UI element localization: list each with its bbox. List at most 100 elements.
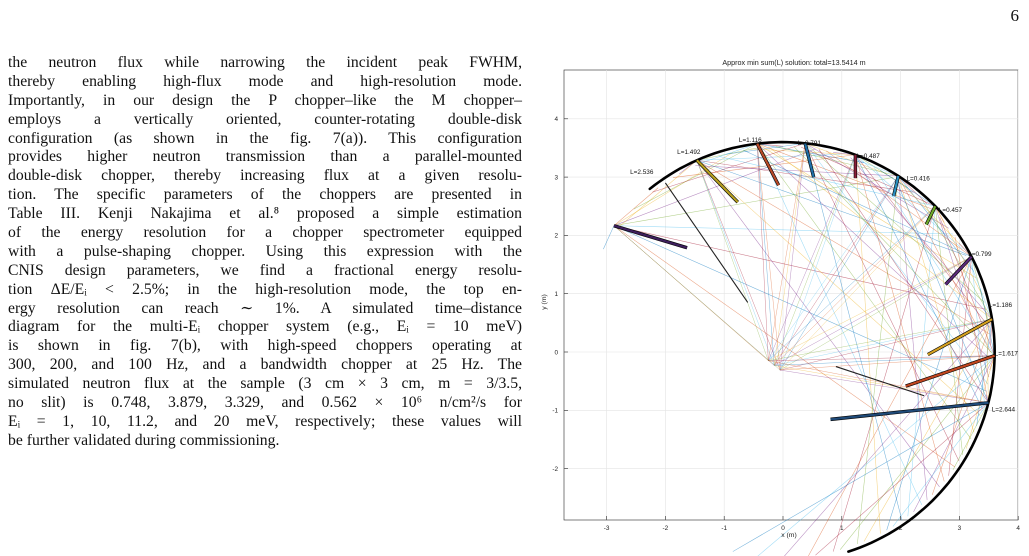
analyzer-label: L=0.799: [968, 251, 992, 258]
analyzer-bar: [756, 143, 780, 186]
text-line: the neutron flux while narrowing the inc…: [8, 54, 522, 71]
ray-line: [850, 157, 993, 320]
analyzer-bar: [892, 175, 900, 197]
ray-line: [804, 143, 949, 229]
x-tick-label: 2: [899, 525, 903, 532]
ray-line: [921, 199, 993, 320]
ray-line: [768, 175, 899, 361]
ray-line: [750, 148, 856, 156]
x-tick-label: 0: [781, 525, 785, 532]
ray-line: [784, 318, 993, 556]
ray-line: [768, 146, 993, 320]
text-line: Importantly, in our design the P chopper…: [8, 91, 522, 109]
text-line: provides higher neutron transmission tha…: [8, 148, 522, 166]
ray-line: [652, 143, 806, 193]
x-tick-label: -1: [721, 525, 727, 532]
ray-line: [839, 355, 995, 550]
x-tick-label: 3: [958, 525, 962, 532]
ray-line: [952, 402, 989, 471]
text-line: be further validated during commissionin…: [8, 431, 280, 449]
analyzer-label: L=2.536: [630, 169, 654, 176]
ray-line: [613, 225, 987, 392]
ray-line: [757, 143, 991, 360]
ray-line: [780, 318, 993, 371]
analyzer-bar: [804, 143, 815, 178]
x-axis-label: x (m): [781, 532, 796, 539]
ray-line: [696, 154, 841, 161]
text-line: with a pulse-shaping chopper. Using this…: [8, 242, 522, 260]
ray-line: [701, 143, 758, 163]
ray-line: [768, 256, 972, 361]
text-line: Eᵢ = 1, 10, 11.2, and 20 meV, respective…: [8, 412, 522, 430]
ray-line: [696, 160, 781, 371]
ray-line: [774, 365, 989, 404]
ray-line: [939, 216, 995, 356]
analyzer-label: L=2.644: [992, 406, 1016, 413]
ray-line: [779, 206, 936, 371]
y-tick-label: 3: [554, 174, 558, 181]
ray-line: [970, 264, 993, 320]
x-tick-label: -2: [663, 525, 669, 532]
ray-line: [757, 143, 865, 163]
analyzer-bar: [944, 255, 973, 286]
ray-line: [898, 175, 975, 433]
ray-line: [696, 160, 775, 366]
axis-ticks: -3 -2 -1 0 1 2 3 4 4 3 2 1 0 -1 -2: [552, 116, 1020, 532]
text-line: simulated neutron flux at the sample (3 …: [8, 375, 522, 393]
ray-line: [892, 402, 989, 527]
ray-line: [774, 256, 972, 366]
ray-line: [779, 175, 899, 371]
ray-line: [756, 143, 972, 440]
ray-line: [815, 402, 989, 556]
text-line: CNIS design parameters, we find a fracti…: [8, 261, 522, 279]
ray-line: [773, 154, 856, 366]
text-line: 300, 200, and 100 Hz, and a bandwidth ch…: [8, 356, 522, 374]
analyzer-bar: [613, 224, 688, 249]
ray-line: [825, 150, 972, 257]
y-tick-label: -2: [552, 466, 558, 473]
ray-line: [954, 236, 989, 403]
ray-line: [613, 148, 816, 226]
text-line: thereby enabling high-flux mode and high…: [8, 72, 522, 90]
plot-grid: [564, 70, 1019, 520]
x-tick-label: 1: [840, 525, 844, 532]
ray-line: [613, 225, 781, 371]
analyzer-label: L=0.791: [798, 140, 822, 147]
text-line: is shown in fig. 7(b), with high-speed c…: [8, 337, 522, 355]
text-line: tion ΔE/Eᵢ < 2.5%; in the high-resolutio…: [8, 280, 522, 298]
ray-line: [774, 318, 993, 366]
y-tick-label: 1: [554, 291, 558, 298]
ray-line: [857, 175, 899, 545]
text-line: employs a vertically oriented, counter-r…: [8, 110, 522, 128]
ray-line: [633, 143, 758, 210]
ray-line: [913, 355, 995, 512]
analyzer-bar: [830, 401, 989, 421]
ray-line: [768, 318, 993, 361]
ray-line: [793, 146, 995, 356]
figure-title: Approx min sum(L) solution: total=13.541…: [722, 58, 865, 67]
text-line: of the energy resolution for a chopper s…: [8, 224, 522, 242]
x-tick-label: -3: [604, 525, 610, 532]
ray-line: [775, 146, 899, 177]
analyzer-label: L=0.487: [857, 153, 881, 160]
analyzer-bar: [927, 318, 993, 356]
ray-line: [773, 143, 806, 366]
ray-line: [779, 256, 972, 371]
ray-line: [732, 402, 989, 552]
ray-line: [773, 175, 899, 366]
ray-line: [808, 256, 972, 556]
detector-arc: [648, 140, 997, 553]
analyzer-bar: [925, 205, 937, 226]
analyzer-label: L=0.416: [906, 176, 930, 183]
guide-line: [664, 182, 749, 303]
text-line: tion. The specific parameters of the cho…: [8, 186, 522, 204]
ray-line: [779, 143, 806, 371]
ray-lines: [603, 142, 995, 556]
ray-line: [756, 143, 781, 371]
text-line: ergy resolution can reach ∼ 1%. A simula…: [8, 299, 522, 317]
ray-line: [756, 143, 775, 366]
ray-line: [756, 143, 769, 361]
ray-line: [855, 154, 963, 250]
ray-line: [832, 206, 936, 552]
ray-line: [696, 160, 981, 416]
